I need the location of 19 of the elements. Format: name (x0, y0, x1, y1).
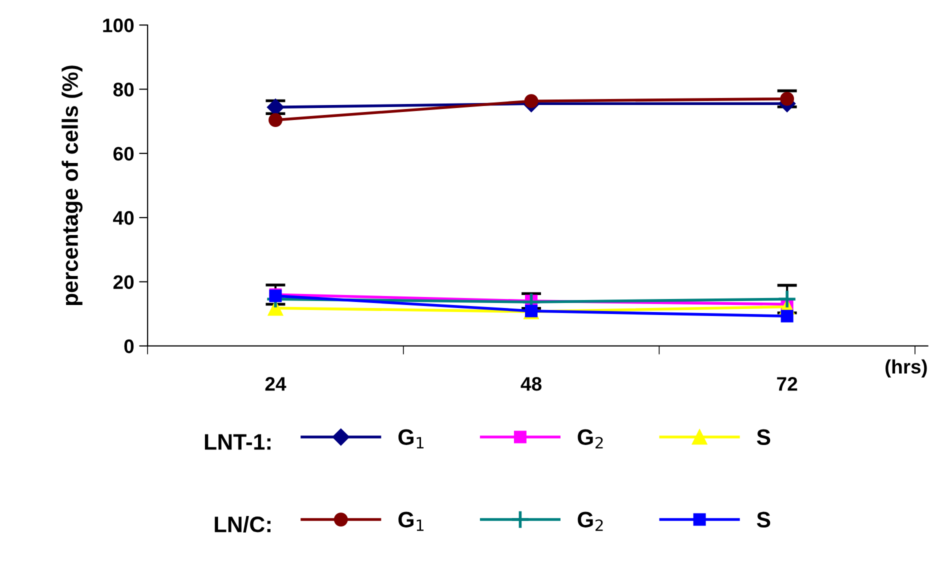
x-tick-label: 72 (777, 377, 798, 391)
y-tick-label: 0 (124, 339, 134, 354)
y-axis-title: percentage of cells (%) (62, 66, 82, 306)
legend-label: S (756, 512, 770, 528)
text: LN/C: (214, 516, 270, 533)
x-axis-title: (hrs) (886, 359, 927, 378)
y-tick-label: 60 (113, 146, 134, 161)
legend-label: G$_{1}$ (398, 429, 424, 448)
x-tick-label: 24 (265, 377, 286, 391)
legend-label: G$_{1}$ (398, 512, 424, 531)
y-tick-label: 100 (103, 18, 134, 32)
y-tick-label: 40 (113, 211, 134, 225)
legend-label: G$_{2}$ (578, 512, 603, 531)
legend-label: S (756, 429, 770, 446)
x-tick-label: 48 (520, 377, 542, 391)
y-tick-label: 20 (113, 275, 134, 290)
y-tick-label: 80 (113, 82, 134, 96)
legend-label: G$_{2}$ (578, 429, 603, 448)
text: LNT-1: (204, 434, 270, 450)
